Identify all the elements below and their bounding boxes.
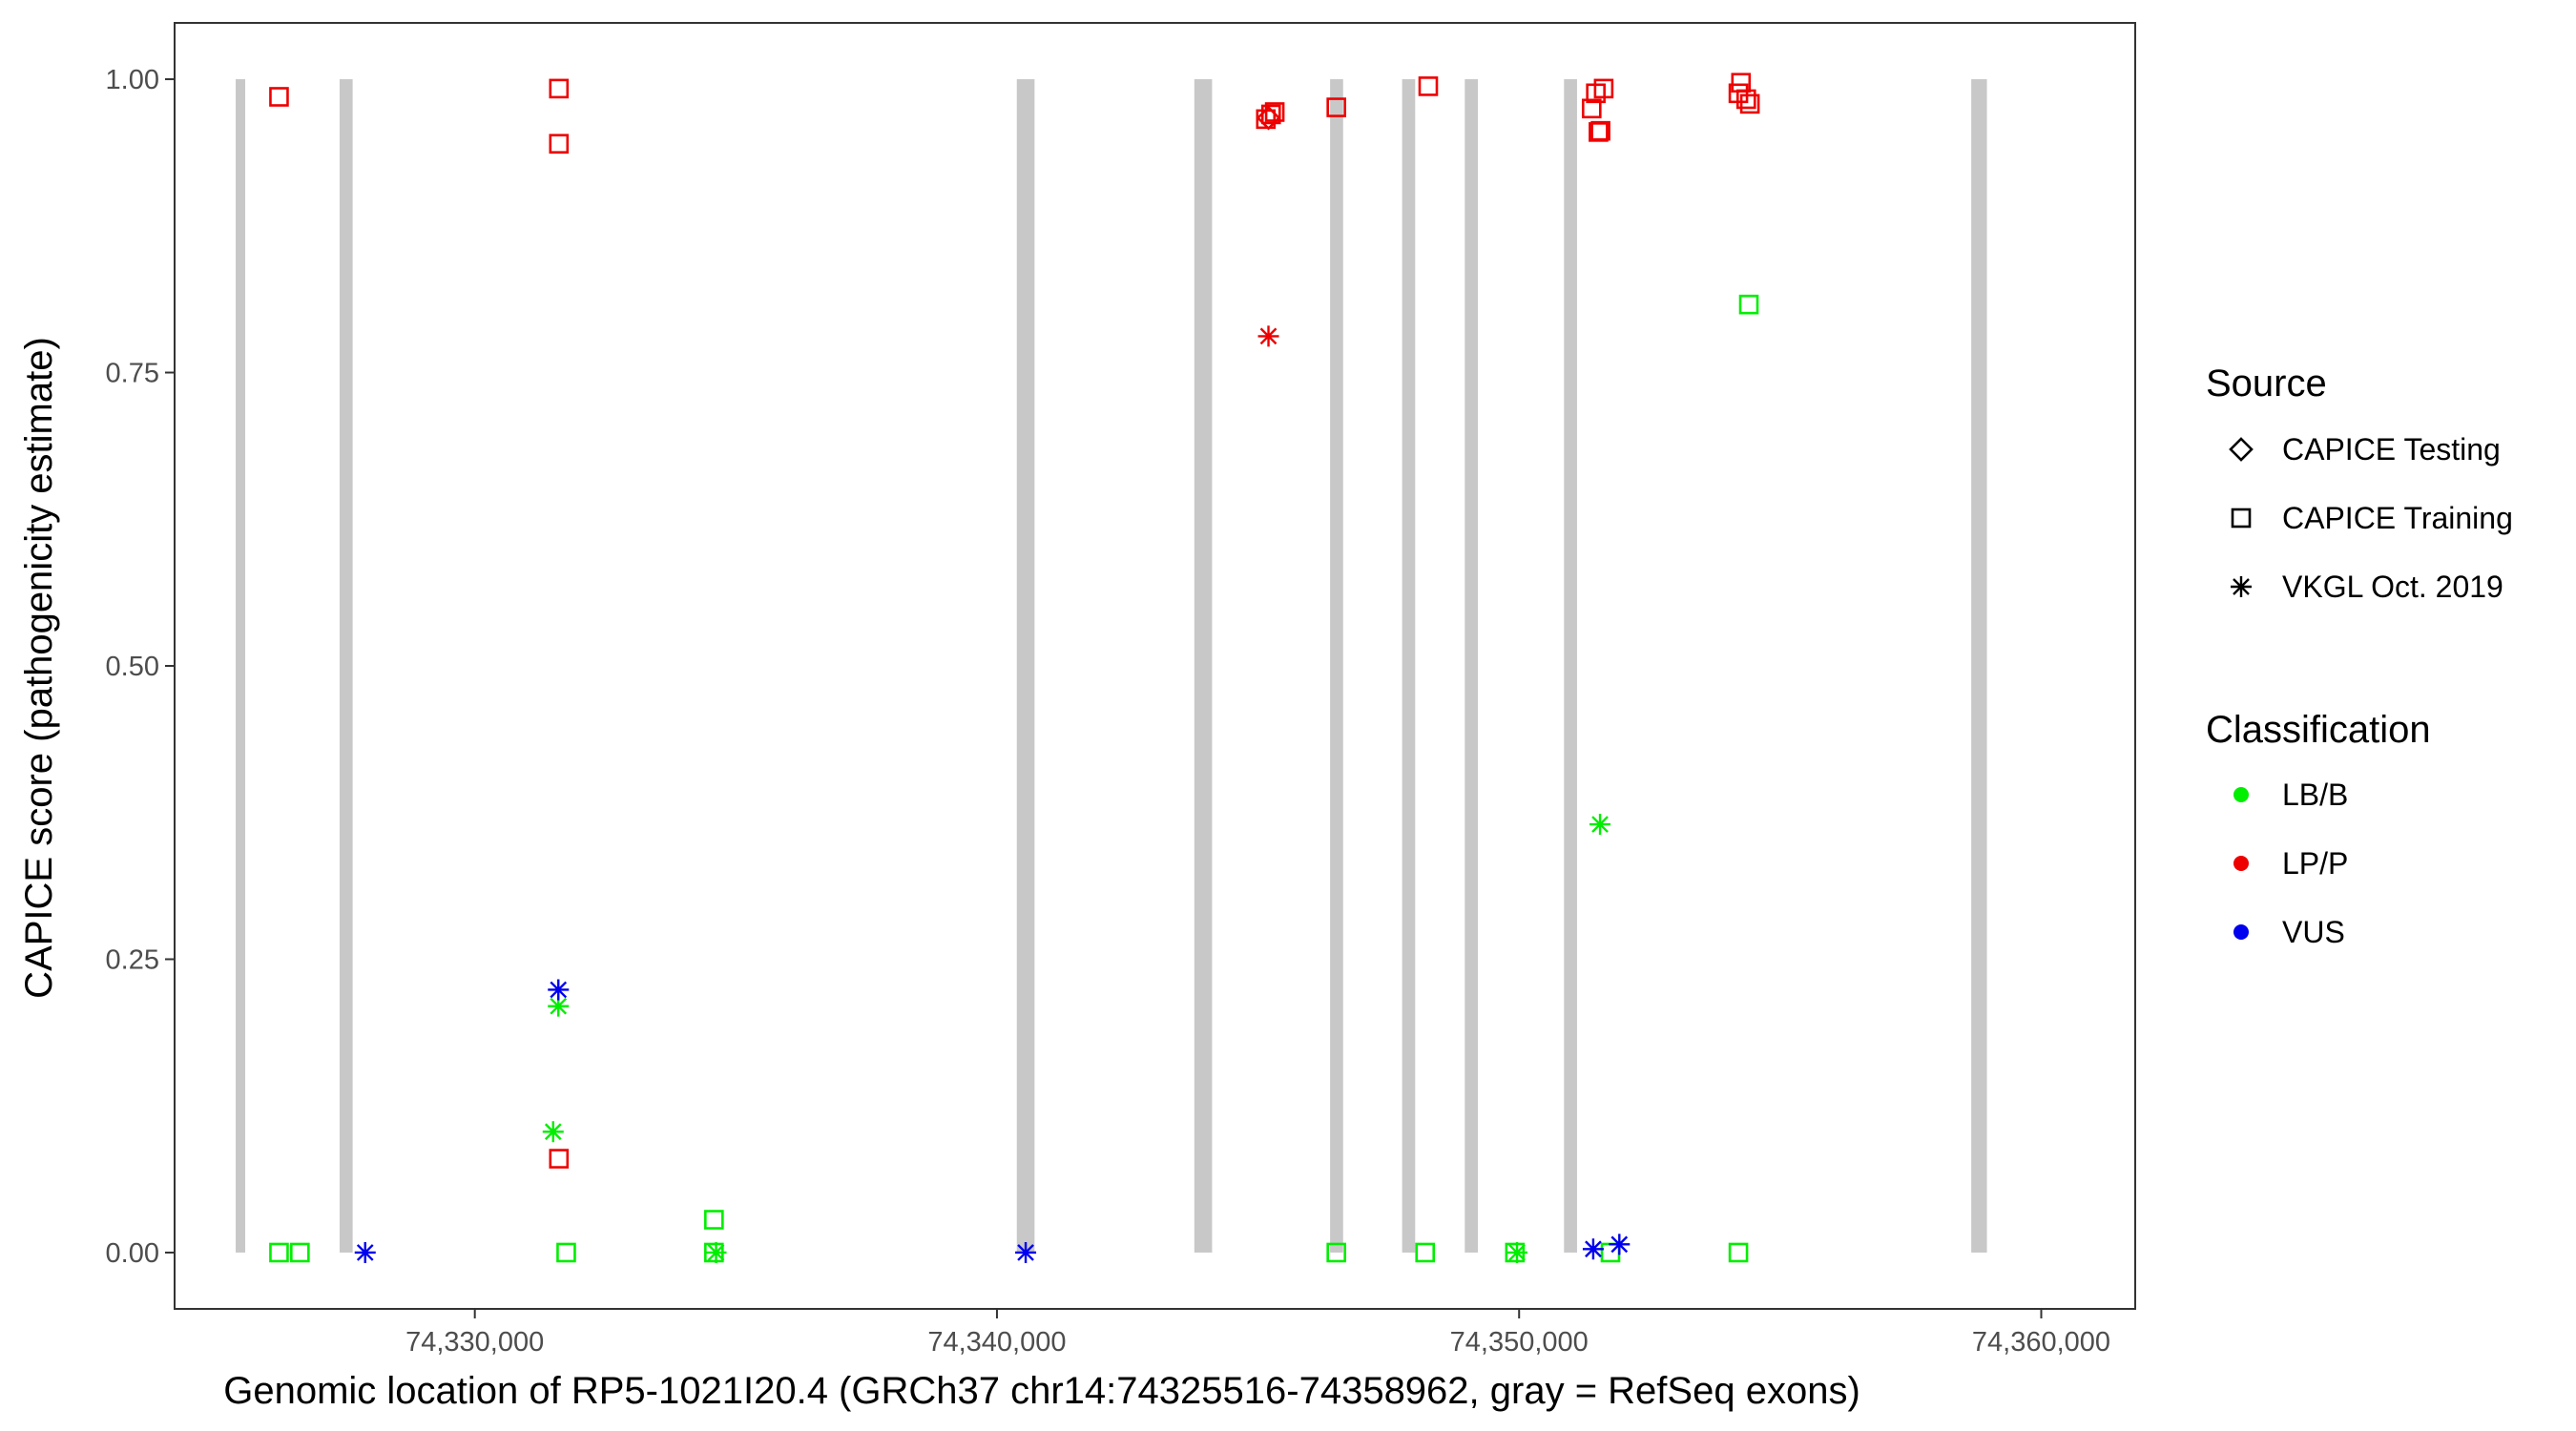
exon-bar [236, 79, 246, 1253]
legend-key [2233, 924, 2249, 940]
panel-background [175, 23, 2135, 1309]
legend-classification-label: LB/B [2282, 778, 2348, 812]
legend-key [2233, 787, 2249, 802]
x-tick-label: 74,340,000 [927, 1327, 1066, 1358]
data-point [1589, 814, 1611, 836]
legend-classification-title: Classification [2206, 709, 2431, 751]
data-point [354, 1241, 376, 1263]
data-points [269, 73, 1760, 1263]
data-point [1257, 325, 1279, 347]
y-tick-label: 0.25 [106, 944, 159, 975]
legend-key [2233, 856, 2249, 871]
legend-source-label: CAPICE Training [2282, 501, 2513, 535]
exon-bar [1971, 79, 1987, 1253]
legend-key [2231, 508, 2252, 529]
data-point [548, 995, 570, 1017]
data-point [269, 1242, 289, 1263]
data-point [1582, 1238, 1604, 1260]
data-point [1326, 1242, 1346, 1263]
legend-classification-label: VUS [2282, 915, 2345, 949]
data-point [1738, 294, 1759, 315]
data-point [549, 134, 570, 154]
exon-bars [236, 79, 1987, 1253]
plot-panel [174, 22, 2136, 1310]
data-point [1581, 98, 1602, 119]
data-point [1593, 78, 1614, 99]
exon-bar [1465, 79, 1478, 1253]
legend-source-label: VKGL Oct. 2019 [2282, 570, 2503, 604]
exon-bar [1330, 79, 1343, 1253]
data-point [1264, 102, 1285, 122]
data-point [1326, 97, 1346, 117]
y-tick-label: 1.00 [106, 65, 159, 95]
legend-key [2231, 576, 2252, 597]
legend-classification: Classification LB/B LP/P VUS [2206, 709, 2431, 949]
data-point [1739, 93, 1760, 114]
x-axis: 74,330,000 74,340,000 74,350,000 74,360,000 [405, 1309, 2110, 1358]
data-point [705, 1241, 727, 1263]
legend-key [2229, 437, 2254, 462]
data-point [549, 78, 570, 99]
exon-bar [1016, 79, 1035, 1253]
exon-bar [1564, 79, 1577, 1253]
data-point [1609, 1234, 1631, 1255]
data-point [1415, 1242, 1436, 1263]
data-point [549, 1149, 570, 1169]
x-axis-title: Genomic location of RP5-1021I20.4 (GRCh3… [223, 1370, 1860, 1412]
y-tick-label: 0.00 [106, 1238, 159, 1269]
data-point [1418, 76, 1439, 96]
data-point [1260, 104, 1281, 125]
exon-bar [339, 79, 353, 1253]
data-point [1728, 1242, 1749, 1263]
exon-bar [1194, 79, 1213, 1253]
legend-source-title: Source [2206, 363, 2327, 404]
data-point [1735, 89, 1756, 110]
data-point [1015, 1241, 1037, 1263]
data-point [556, 1242, 576, 1263]
data-point [704, 1210, 724, 1230]
legend-source-label: CAPICE Testing [2282, 432, 2501, 467]
x-tick-label: 74,360,000 [1972, 1327, 2110, 1358]
data-point [548, 979, 570, 1001]
data-point [1590, 120, 1610, 141]
data-point [1506, 1241, 1528, 1263]
y-axis: 0.00 0.25 0.50 0.75 1.00 [106, 65, 175, 1269]
exon-bar [1402, 79, 1416, 1253]
legend-source: Source CAPICE Testing CAPICE Training VKGL… [2206, 363, 2513, 604]
y-tick-label: 0.75 [106, 359, 159, 389]
y-axis-title: CAPICE score (pathogenicity estimate) [18, 337, 60, 999]
x-tick-label: 74,350,000 [1450, 1327, 1589, 1358]
data-point [542, 1121, 564, 1143]
data-point [290, 1242, 310, 1263]
x-tick-label: 74,330,000 [405, 1327, 544, 1358]
y-tick-label: 0.50 [106, 652, 159, 682]
legend-classification-label: LP/P [2282, 846, 2348, 881]
data-point [269, 87, 289, 107]
